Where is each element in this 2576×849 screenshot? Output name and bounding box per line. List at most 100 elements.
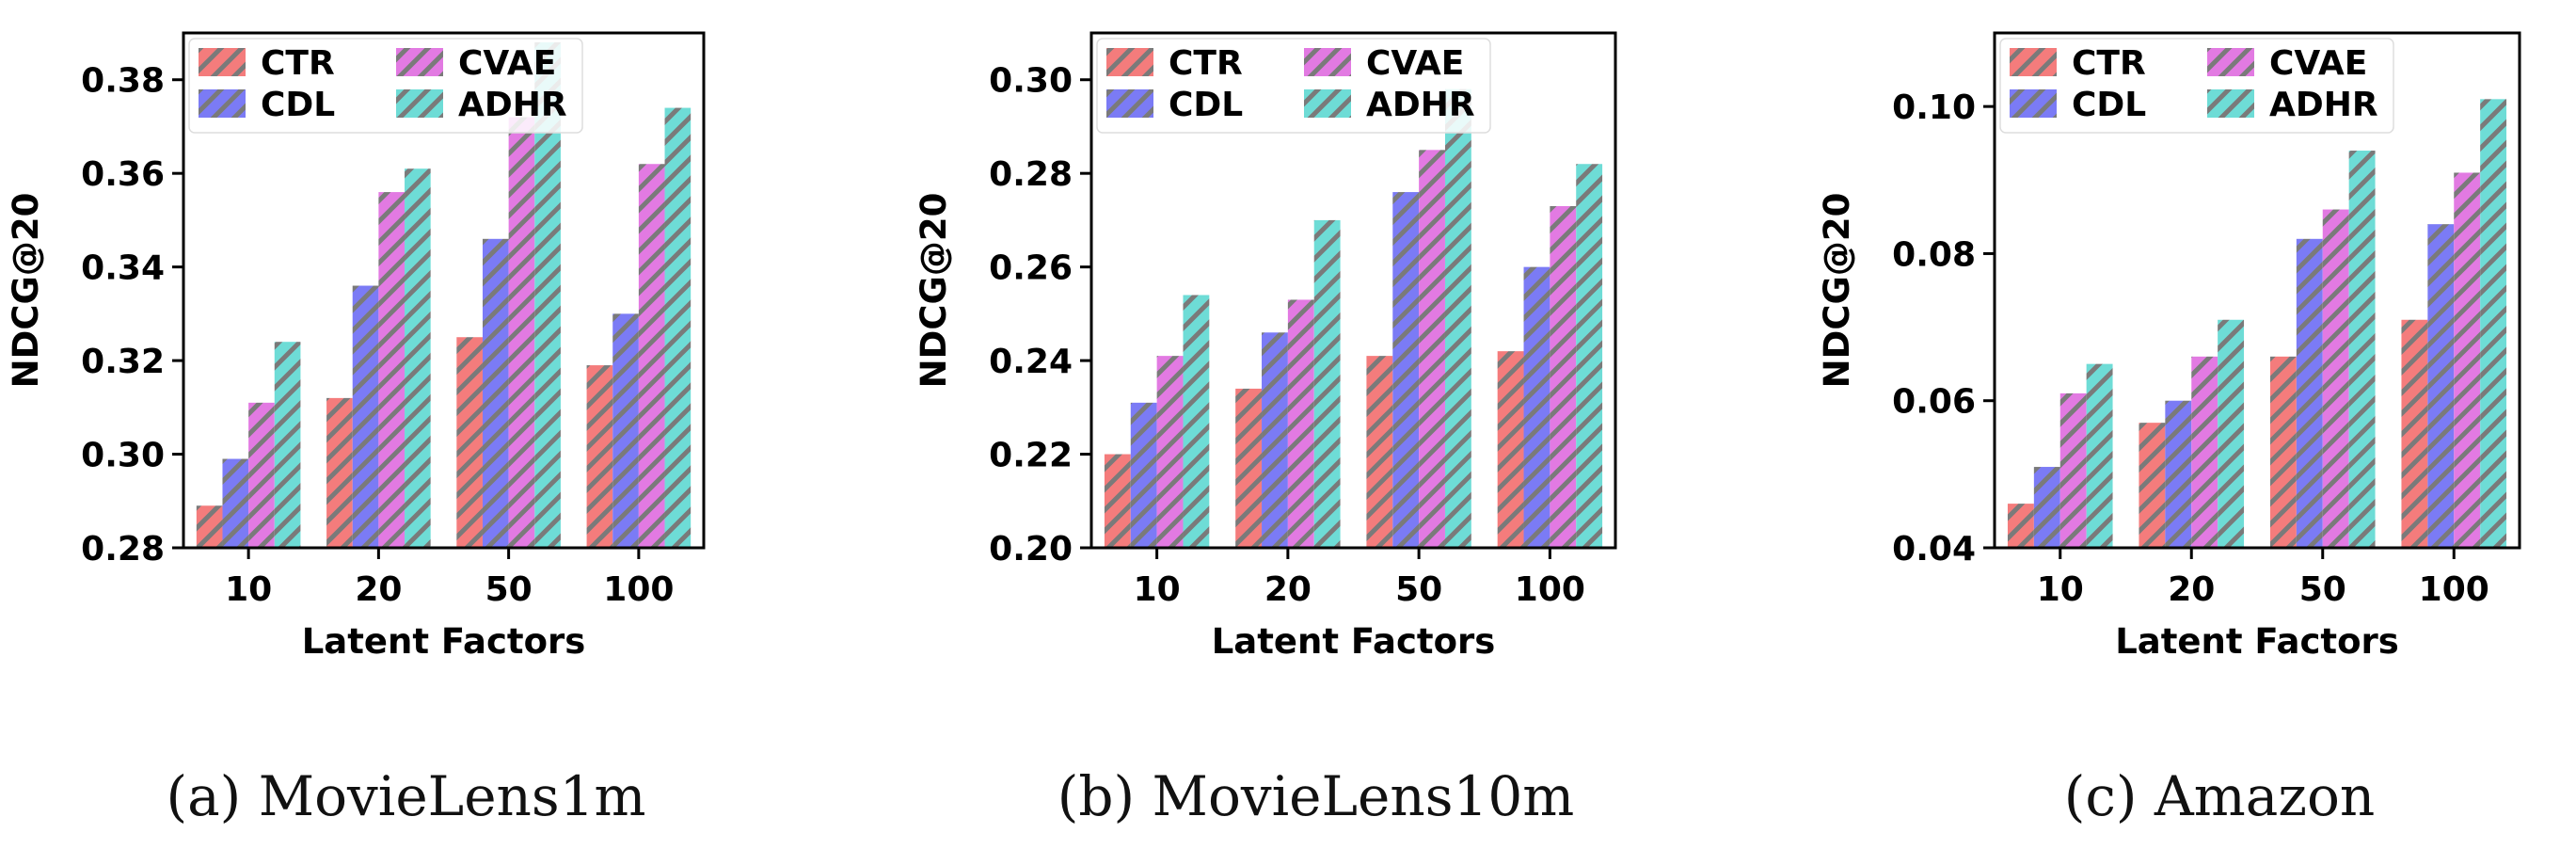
legend-label-cdl: CDL [2072,86,2146,124]
legend-label-ctr: CTR [1169,44,1243,83]
x-tick-label: 10 [225,570,272,609]
bar-cdl-10: CDL 10: 0.231 [1130,402,1157,548]
legend-label-cdl: CDL [1169,86,1243,124]
legend-label-ctr: CTR [2072,44,2146,83]
bar-cvae-20: CVAE 20: 0.066 [2191,356,2218,548]
y-tick-label: 0.22 [989,437,1073,475]
bar-cvae-100: CVAE 100: 0.273 [1550,205,1577,548]
bar-cvae-100: CVAE 100: 0.362 [638,164,665,548]
bar-adhr-100: ADHR 100: 0.282 [1576,164,1603,548]
chart-panel-2: CTR 10: 0.22 CTR 20: 0.234 CTR 50: 0.241 CT… [914,31,1617,828]
legend-swatch-adhr [396,89,443,118]
bar-ctr-20: CTR 20: 0.312 [326,397,353,548]
y-axis-label: NDCG@20 [6,193,46,389]
bar-ctr-10: CTR 10: 0.046 [2007,504,2034,548]
legend-swatch-cdl [2010,89,2057,118]
legend-swatch-ctr [1106,48,1153,76]
x-tick-label: 100 [1515,570,1585,609]
y-tick-label: 0.08 [1892,235,1976,274]
x-axis-label: Latent Factors [302,621,586,662]
y-tick-label: 0.34 [81,249,165,288]
y-tick-label: 0.28 [989,155,1073,194]
bar-ctr-100: CTR 100: 0.071 [2401,319,2428,548]
bar-adhr-20: ADHR 20: 0.071 [2218,319,2245,548]
legend-swatch-cdl [199,89,246,118]
bar-adhr-20: ADHR 20: 0.361 [405,168,431,548]
bar-cdl-50: CDL 50: 0.082 [2296,238,2323,549]
legend-box [1999,38,2394,134]
plot-frame [1089,31,1617,550]
y-tick-label: 0.04 [1892,530,1976,569]
bar-ctr-50: CTR 50: 0.325 [456,337,483,548]
legend-box [188,38,583,134]
bar-cdl-100: CDL 100: 0.084 [2427,224,2455,548]
bar-cvae-20: CVAE 20: 0.356 [378,192,405,548]
y-tick-label: 0.30 [81,437,165,475]
legend-label-cvae: CVAE [1366,44,1464,83]
bar-adhr-10: ADHR 10: 0.065 [2086,363,2113,548]
legend-label-cvae: CVAE [2269,44,2367,83]
bar-cvae-100: CVAE 100: 0.091 [2454,172,2481,548]
y-tick-label: 0.10 [1892,88,1976,127]
x-tick-label: 100 [2419,570,2489,609]
bar-cvae-50: CVAE 50: 0.285 [1419,150,1445,548]
bar-ctr-50: CTR 50: 0.241 [1366,356,1393,548]
bar-ctr-100: CTR 100: 0.242 [1497,351,1524,548]
legend-label-adhr: ADHR [2269,86,2378,124]
y-tick-label: 0.26 [989,249,1073,288]
y-axis-label: NDCG@20 [914,193,954,389]
bar-cvae-50: CVAE 50: 0.086 [2322,209,2349,549]
y-tick-label: 0.20 [989,530,1073,569]
legend-label-cdl: CDL [261,86,335,124]
x-axis-label: Latent Factors [1212,621,1496,662]
subfigure-caption: (c) Amazon [2064,764,2375,828]
bar-adhr-20: ADHR 20: 0.27 [1313,219,1341,548]
legend-label-adhr: ADHR [458,86,567,124]
y-tick-label: 0.38 [81,62,165,101]
x-tick-label: 100 [603,570,674,609]
bar-ctr-10: CTR 10: 0.22 [1104,454,1131,548]
bar-cdl-10: CDL 10: 0.051 [2033,467,2060,548]
legend-label-adhr: ADHR [1366,86,1475,124]
y-tick-label: 0.28 [81,530,165,569]
y-tick-label: 0.24 [989,343,1073,381]
legend-swatch-adhr [2207,89,2254,118]
y-tick-label: 0.30 [989,62,1073,101]
legend-swatch-ctr [2010,48,2057,76]
bar-adhr-10: ADHR 10: 0.254 [1183,295,1210,548]
plot-frame [182,31,706,550]
subfigure-caption: (a) MovieLens1m [166,764,645,828]
bar-adhr-10: ADHR 10: 0.324 [274,342,301,548]
bar-ctr-100: CTR 100: 0.319 [586,365,613,548]
bar-cvae-20: CVAE 20: 0.253 [1287,299,1314,548]
x-tick-label: 20 [1264,570,1312,609]
bar-cdl-50: CDL 50: 0.346 [482,238,509,549]
y-tick-label: 0.06 [1892,383,1976,422]
x-tick-label: 10 [1134,570,1181,609]
bar-adhr-50: ADHR 50: 0.298 [1444,88,1471,548]
legend-box [1096,38,1491,134]
bar-adhr-100: ADHR 100: 0.374 [664,107,692,549]
bar-cvae-50: CVAE 50: 0.372 [508,117,535,548]
bar-cdl-100: CDL 100: 0.26 [1523,266,1550,548]
y-axis-label: NDCG@20 [1817,193,1857,389]
bar-cdl-10: CDL 10: 0.299 [222,458,249,548]
legend-swatch-cdl [1106,89,1153,118]
x-tick-label: 20 [355,570,402,609]
bar-ctr-20: CTR 20: 0.057 [2139,423,2166,548]
legend-label-ctr: CTR [261,44,335,83]
legend-swatch-ctr [199,48,246,76]
bar-cvae-10: CVAE 10: 0.311 [248,402,275,548]
x-tick-label: 50 [1395,570,1442,609]
x-tick-label: 20 [2168,570,2215,609]
bar-cvae-10: CVAE 10: 0.241 [1156,356,1184,548]
bar-ctr-50: CTR 50: 0.066 [2269,356,2297,548]
x-axis-label: Latent Factors [2115,621,2399,662]
bar-cdl-20: CDL 20: 0.246 [1262,332,1288,548]
legend-swatch-cvae [2207,48,2254,76]
bar-ctr-10: CTR 10: 0.289 [196,505,223,548]
x-tick-label: 50 [2299,570,2346,609]
